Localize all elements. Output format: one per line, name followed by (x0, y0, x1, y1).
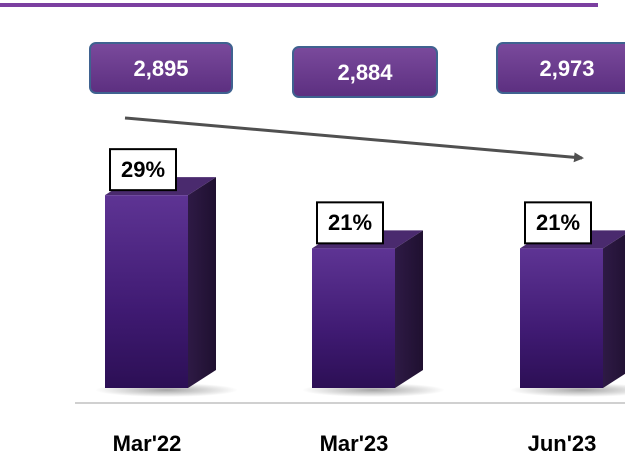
bar-side (188, 177, 216, 388)
bar (312, 248, 395, 388)
trend-arrow (124, 116, 584, 163)
x-tick-label: Mar'23 (320, 431, 389, 456)
value-label-box (109, 148, 177, 192)
total-label: 2,973 (539, 56, 594, 81)
total-box (496, 42, 625, 94)
total-box (89, 42, 233, 94)
value-label-box (524, 201, 592, 245)
value-label: 29% (121, 157, 165, 182)
bar (520, 248, 603, 388)
total-label: 2,895 (133, 56, 188, 81)
x-tick-label: Mar'22 (113, 431, 182, 456)
total-box (292, 46, 438, 98)
x-tick-label: Jun'23 (528, 431, 597, 456)
bar-side (603, 234, 625, 388)
total-label: 2,884 (337, 60, 393, 85)
value-label-box (316, 201, 384, 245)
bar (105, 195, 188, 388)
bar-side (395, 230, 423, 388)
value-label: 21% (536, 210, 580, 235)
value-label: 21% (328, 210, 372, 235)
